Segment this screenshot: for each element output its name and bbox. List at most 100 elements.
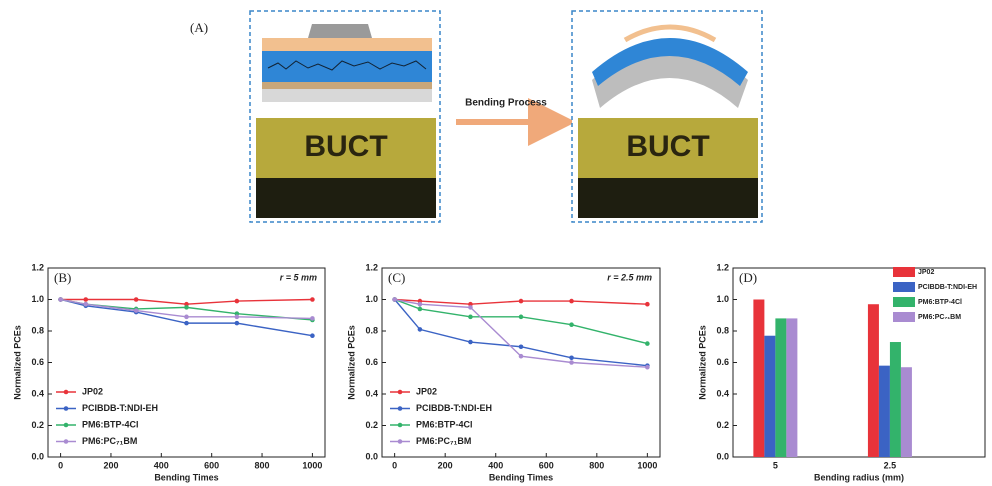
y-tick-label: 0.4: [716, 388, 729, 398]
data-point: [392, 297, 397, 302]
data-point: [235, 321, 240, 326]
x-tick-label: 1000: [302, 460, 322, 470]
legend-label: PM6:BTP-4Cl: [82, 419, 139, 429]
device-flat: BUCT: [250, 11, 440, 222]
legend-label: JP02: [918, 269, 934, 276]
y-tick-label: 1.0: [31, 294, 44, 304]
data-point: [184, 305, 189, 310]
legend-label: PM6:BTP-4Cl: [918, 299, 962, 306]
bar: [890, 342, 901, 457]
legend-marker: [64, 423, 69, 428]
data-point: [418, 302, 423, 307]
annotation: r = 2.5 mm: [607, 272, 652, 282]
data-point: [519, 344, 524, 349]
data-point: [645, 365, 650, 370]
x-tick-label: 0: [58, 460, 63, 470]
y-tick-label: 1.2: [31, 262, 44, 272]
data-point: [418, 307, 423, 312]
y-tick-label: 0.0: [365, 451, 378, 461]
legend-marker: [64, 406, 69, 411]
legend-swatch: [893, 267, 915, 277]
x-tick-label: 800: [589, 460, 604, 470]
bar: [753, 300, 764, 458]
data-point: [569, 355, 574, 360]
y-tick-label: 0.0: [716, 451, 729, 461]
bar: [764, 336, 775, 457]
legend-label: PCIBDB-T:NDI-EH: [918, 284, 977, 291]
legend-label: JP02: [416, 386, 437, 396]
panel-label: (C): [388, 270, 405, 285]
y-tick-label: 1.2: [716, 262, 729, 272]
data-point: [645, 341, 650, 346]
figure: (A) BUCT Bending Process BUCT 0.0 0.2 0.4 0…: [0, 0, 992, 486]
legend-label: PM6:BTP-4Cl: [416, 419, 473, 429]
y-tick-label: 0.4: [31, 388, 44, 398]
device-bent: BUCT: [572, 11, 762, 222]
x-axis-label: Bending radius (mm): [814, 472, 904, 482]
y-tick-label: 0.2: [365, 420, 378, 430]
legend-marker: [64, 390, 69, 395]
legend-swatch: [893, 297, 915, 307]
legend-marker: [398, 406, 403, 411]
x-tick-label: 0: [392, 460, 397, 470]
legend-label: PCIBDB-T:NDI-EH: [82, 403, 158, 413]
y-axis-label: Normalized PCEs: [697, 325, 707, 400]
data-point: [468, 340, 473, 345]
bending-arrow: Bending Process: [456, 98, 552, 122]
x-tick-label: 600: [539, 460, 554, 470]
data-point: [519, 315, 524, 320]
data-point: [83, 297, 88, 302]
data-point: [468, 315, 473, 320]
series-line: [395, 300, 648, 344]
data-point: [184, 321, 189, 326]
legend-marker: [398, 423, 403, 428]
panel-label: (D): [739, 270, 757, 285]
data-point: [310, 297, 315, 302]
y-axis-label: Normalized PCEs: [346, 325, 356, 400]
legend-label: PM6:PC₇₁BM: [416, 436, 471, 446]
photo-text: BUCT: [626, 130, 709, 163]
bar: [879, 366, 890, 457]
data-point: [645, 302, 650, 307]
y-tick-label: 0.6: [716, 357, 729, 367]
legend-label: PM6:PC₇₁BM: [82, 436, 137, 446]
x-tick-label: 5: [773, 460, 778, 470]
legend-swatch: [893, 282, 915, 292]
x-tick-label: 400: [154, 460, 169, 470]
panel-label: (A): [190, 20, 208, 35]
data-point: [418, 327, 423, 332]
y-tick-label: 1.2: [365, 262, 378, 272]
annotation: r = 5 mm: [280, 272, 317, 282]
x-tick-label: 600: [204, 460, 219, 470]
legend-marker: [398, 439, 403, 444]
legend-label: JP02: [82, 386, 103, 396]
bar: [868, 304, 879, 457]
y-tick-label: 0.8: [31, 325, 44, 335]
y-tick-label: 0.4: [365, 388, 378, 398]
y-tick-label: 0.2: [31, 420, 44, 430]
photo-text: BUCT: [304, 130, 387, 163]
data-point: [310, 316, 315, 321]
panel-label: (B): [54, 270, 71, 285]
bar: [775, 318, 786, 457]
y-tick-label: 1.0: [365, 294, 378, 304]
x-tick-label: 200: [438, 460, 453, 470]
legend-label: PCIBDB-T:NDI-EH: [416, 403, 492, 413]
data-point: [569, 322, 574, 327]
data-point: [235, 299, 240, 304]
legend-marker: [398, 390, 403, 395]
bar: [786, 318, 797, 457]
data-point: [83, 302, 88, 307]
y-tick-label: 1.0: [716, 294, 729, 304]
bar: [901, 367, 912, 457]
data-point: [519, 354, 524, 359]
legend-swatch: [893, 312, 915, 322]
data-point: [569, 299, 574, 304]
x-tick-label: 400: [488, 460, 503, 470]
y-tick-label: 0.8: [365, 325, 378, 335]
y-tick-label: 0.6: [31, 357, 44, 367]
data-point: [310, 333, 315, 338]
legend-label: PM6:PC₇₁BM: [918, 314, 961, 321]
data-point: [468, 305, 473, 310]
legend-marker: [64, 439, 69, 444]
